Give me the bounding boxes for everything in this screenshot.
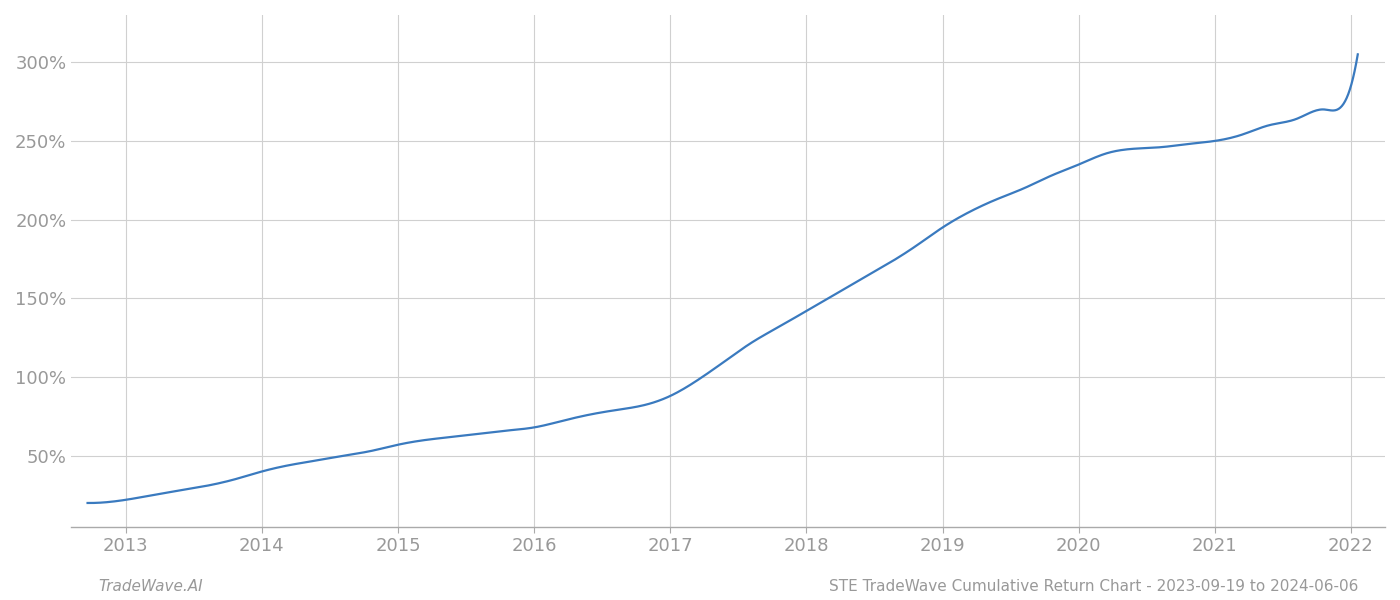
Text: STE TradeWave Cumulative Return Chart - 2023-09-19 to 2024-06-06: STE TradeWave Cumulative Return Chart - … (829, 579, 1358, 594)
Text: TradeWave.AI: TradeWave.AI (98, 579, 203, 594)
